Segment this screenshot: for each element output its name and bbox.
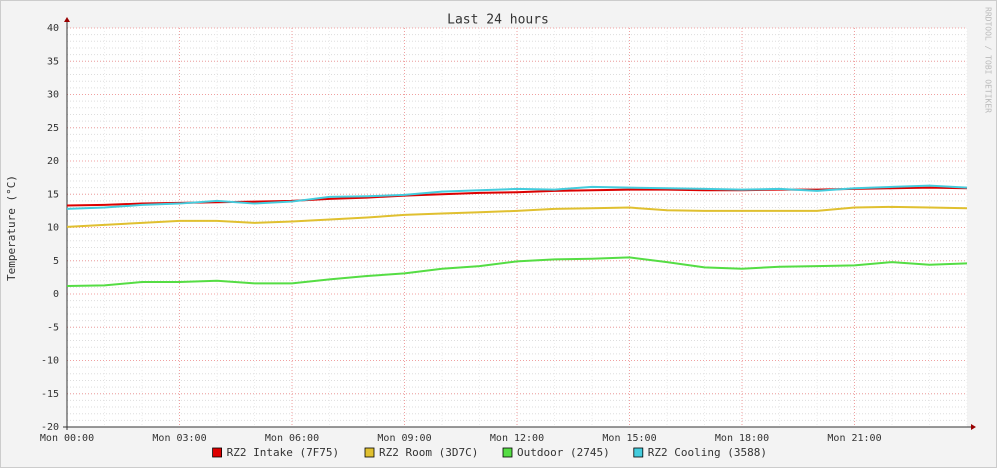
legend-swatch xyxy=(364,447,375,458)
x-tick-label: Mon 18:00 xyxy=(715,433,769,444)
y-tick-label: 20 xyxy=(47,156,59,167)
series-line xyxy=(66,205,968,228)
y-tick-label: 25 xyxy=(47,123,59,134)
y-tick-label: 35 xyxy=(47,56,59,67)
x-tick-label: Mon 09:00 xyxy=(377,433,431,444)
legend-swatch xyxy=(633,447,644,458)
y-axis-label: Temperature (°C) xyxy=(5,175,18,281)
series-line xyxy=(66,186,968,207)
legend-label: RZ2 Cooling (3588) xyxy=(648,446,767,459)
y-tick-label: 5 xyxy=(53,256,59,267)
y-tick-label: 15 xyxy=(47,189,59,200)
axis-arrow xyxy=(971,424,976,430)
y-tick-label: -5 xyxy=(47,322,59,333)
series-line xyxy=(66,184,968,210)
x-tick-label: Mon 15:00 xyxy=(602,433,656,444)
series-line xyxy=(66,256,968,288)
legend-swatch xyxy=(212,447,223,458)
x-tick-label: Mon 12:00 xyxy=(490,433,544,444)
y-tick-label: -15 xyxy=(41,389,59,400)
y-tick-label: 10 xyxy=(47,223,59,234)
legend-label: RZ2 Room (3D7C) xyxy=(379,446,478,459)
legend-label: Outdoor (2745) xyxy=(517,446,610,459)
x-tick-label: Mon 21:00 xyxy=(827,433,881,444)
y-tick-label: 30 xyxy=(47,90,59,101)
watermark: RRDTOOL / TOBI OETIKER xyxy=(984,7,993,113)
x-tick-label: Mon 00:00 xyxy=(40,433,94,444)
chart-title: Last 24 hours xyxy=(447,13,549,28)
y-tick-label: 40 xyxy=(47,23,59,34)
axis-arrow xyxy=(64,17,70,22)
y-tick-label: -20 xyxy=(41,422,59,433)
legend-label: RZ2 Intake (7F75) xyxy=(227,446,340,459)
legend-swatch xyxy=(502,447,513,458)
x-tick-label: Mon 06:00 xyxy=(265,433,319,444)
x-tick-label: Mon 03:00 xyxy=(152,433,206,444)
y-tick-label: 0 xyxy=(53,289,59,300)
y-tick-label: -10 xyxy=(41,356,59,367)
